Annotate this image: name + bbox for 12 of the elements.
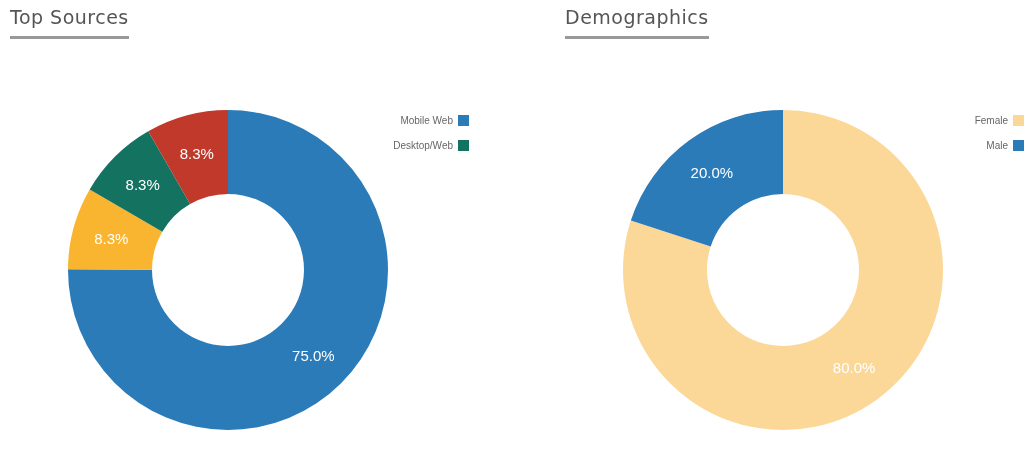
data-label: 80.0% [832,359,876,377]
legend-label: Desktop/Web [393,140,454,151]
data-label: 75.0% [292,347,335,365]
legend-label: Male [986,140,1009,151]
data-label: 20.0% [690,163,734,181]
chart-title: Demographics [565,6,709,39]
data-label: 8.3% [94,229,129,247]
legend-label: Female [974,115,1009,126]
chart-title: Top Sources [10,6,129,39]
data-label: 8.3% [179,144,214,162]
data-label: 8.3% [125,175,160,193]
legend-label: Mobile Web [400,115,454,126]
